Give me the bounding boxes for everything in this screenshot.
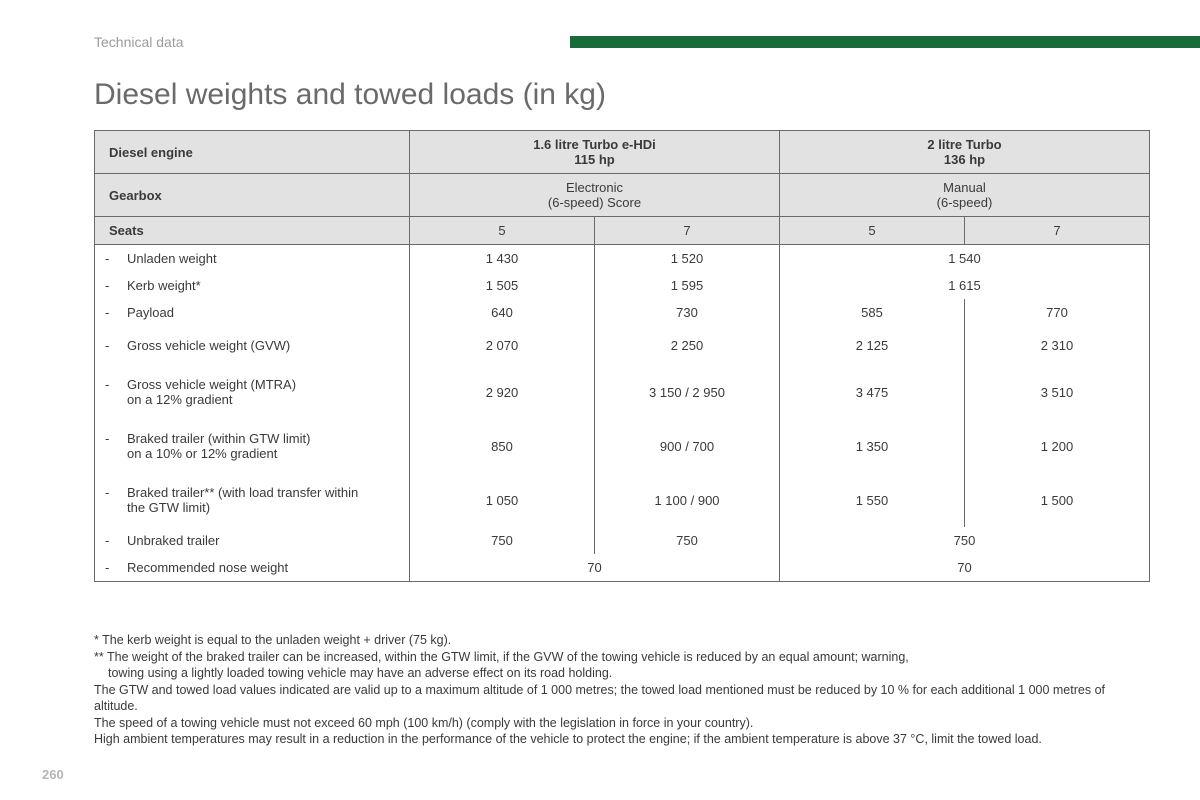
data-cell: 770 (965, 299, 1150, 326)
row-label: -Kerb weight* (95, 272, 410, 299)
seats-c1: 5 (410, 217, 595, 245)
weights-table: Diesel engine 1.6 litre Turbo e-HDi 115 … (94, 130, 1150, 582)
data-cell: 70 (780, 554, 1150, 582)
table-row: -Unbraked trailer750750750 (95, 527, 1150, 554)
data-cell: 640 (410, 299, 595, 326)
row-label: -Braked trailer** (with load transfer wi… (95, 473, 410, 527)
header-row-engine: Diesel engine 1.6 litre Turbo e-HDi 115 … (95, 131, 1150, 174)
data-cell: 3 475 (780, 365, 965, 419)
header-gearbox-2: Manual (6-speed) (780, 174, 1150, 217)
footnote-4: The speed of a towing vehicle must not e… (94, 715, 1149, 732)
table-row: -Kerb weight*1 5051 5951 615 (95, 272, 1150, 299)
data-cell: 3 510 (965, 365, 1150, 419)
page-title: Diesel weights and towed loads (in kg) (94, 78, 606, 112)
data-cell: 1 550 (780, 473, 965, 527)
footnote-2a: ** The weight of the braked trailer can … (94, 649, 1149, 666)
data-cell: 2 250 (595, 326, 780, 365)
header-engine-2: 2 litre Turbo 136 hp (780, 131, 1150, 174)
data-cell: 1 615 (780, 272, 1150, 299)
data-cell: 2 125 (780, 326, 965, 365)
row-label: -Gross vehicle weight (GVW) (95, 326, 410, 365)
data-cell: 1 050 (410, 473, 595, 527)
data-cell: 1 540 (780, 245, 1150, 273)
seats-c3: 5 (780, 217, 965, 245)
data-cell: 750 (780, 527, 1150, 554)
row-label: -Unbraked trailer (95, 527, 410, 554)
data-cell: 1 520 (595, 245, 780, 273)
gearbox1-l2: (6-speed) Score (548, 195, 641, 210)
page-number: 260 (42, 767, 64, 782)
section-label: Technical data (94, 34, 184, 50)
engine1-l2: 115 hp (574, 152, 614, 167)
data-cell: 900 / 700 (595, 419, 780, 473)
data-cell: 750 (410, 527, 595, 554)
footnote-1: * The kerb weight is equal to the unlade… (94, 632, 1149, 649)
data-cell: 1 505 (410, 272, 595, 299)
data-cell: 2 920 (410, 365, 595, 419)
header-seats-label: Seats (95, 217, 410, 245)
data-cell: 850 (410, 419, 595, 473)
data-cell: 1 500 (965, 473, 1150, 527)
row-label: -Braked trailer (within GTW limit)on a 1… (95, 419, 410, 473)
seats-c4: 7 (965, 217, 1150, 245)
table-row: -Braked trailer (within GTW limit)on a 1… (95, 419, 1150, 473)
data-cell: 730 (595, 299, 780, 326)
header-gearbox-1: Electronic (6-speed) Score (410, 174, 780, 217)
engine2-l1: 2 litre Turbo (927, 137, 1001, 152)
gearbox1-l1: Electronic (566, 180, 623, 195)
data-cell: 1 100 / 900 (595, 473, 780, 527)
data-cell: 2 070 (410, 326, 595, 365)
gearbox2-l2: (6-speed) (937, 195, 993, 210)
engine1-l1: 1.6 litre Turbo e-HDi (533, 137, 656, 152)
data-cell: 70 (410, 554, 780, 582)
data-cell: 3 150 / 2 950 (595, 365, 780, 419)
header-row-seats: Seats 5 7 5 7 (95, 217, 1150, 245)
header-engine-label: Diesel engine (95, 131, 410, 174)
table-row: -Braked trailer** (with load transfer wi… (95, 473, 1150, 527)
row-label: -Gross vehicle weight (MTRA)on a 12% gra… (95, 365, 410, 419)
footnote-2b: towing using a lightly loaded towing veh… (94, 665, 1149, 682)
header-accent-band (570, 36, 1200, 48)
data-cell: 1 595 (595, 272, 780, 299)
table-row: -Gross vehicle weight (GVW)2 0702 2502 1… (95, 326, 1150, 365)
footnotes: * The kerb weight is equal to the unlade… (94, 632, 1149, 748)
table-row: -Payload640730585770 (95, 299, 1150, 326)
table-row: -Unladen weight1 4301 5201 540 (95, 245, 1150, 273)
data-cell: 750 (595, 527, 780, 554)
data-cell: 585 (780, 299, 965, 326)
header-engine-1: 1.6 litre Turbo e-HDi 115 hp (410, 131, 780, 174)
data-cell: 1 200 (965, 419, 1150, 473)
engine2-l2: 136 hp (944, 152, 985, 167)
row-label: -Payload (95, 299, 410, 326)
footnote-5: High ambient temperatures may result in … (94, 731, 1149, 748)
data-cell: 1 430 (410, 245, 595, 273)
gearbox2-l1: Manual (943, 180, 986, 195)
table-row: -Recommended nose weight7070 (95, 554, 1150, 582)
table-row: -Gross vehicle weight (MTRA)on a 12% gra… (95, 365, 1150, 419)
header-gearbox-label: Gearbox (95, 174, 410, 217)
header-row-gearbox: Gearbox Electronic (6-speed) Score Manua… (95, 174, 1150, 217)
data-cell: 2 310 (965, 326, 1150, 365)
row-label: -Recommended nose weight (95, 554, 410, 582)
row-label: -Unladen weight (95, 245, 410, 273)
data-cell: 1 350 (780, 419, 965, 473)
footnote-3: The GTW and towed load values indicated … (94, 682, 1149, 715)
seats-c2: 7 (595, 217, 780, 245)
